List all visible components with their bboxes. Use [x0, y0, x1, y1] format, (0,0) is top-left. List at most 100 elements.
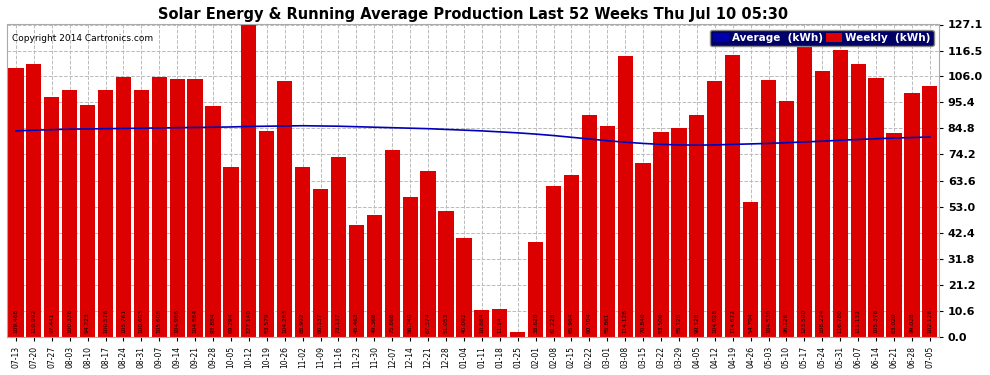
- Bar: [563, 175, 579, 337]
- Bar: [474, 310, 489, 337]
- Bar: [528, 242, 544, 337]
- Text: 111.132: 111.132: [855, 309, 860, 333]
- Bar: [761, 80, 776, 337]
- Bar: [582, 116, 597, 337]
- Text: 127.140: 127.140: [247, 309, 251, 333]
- Text: 109.468: 109.468: [14, 309, 19, 333]
- Bar: [366, 216, 382, 337]
- Text: 65.964: 65.964: [569, 313, 574, 333]
- Legend: Average  (kWh), Weekly  (kWh): Average (kWh), Weekly (kWh): [710, 30, 934, 46]
- Text: 45.463: 45.463: [353, 313, 359, 333]
- Text: 104.263: 104.263: [282, 309, 287, 333]
- Bar: [743, 202, 758, 337]
- Text: 104.530: 104.530: [766, 309, 771, 333]
- Bar: [421, 171, 436, 337]
- Bar: [134, 90, 148, 337]
- Text: 90.128: 90.128: [694, 313, 699, 333]
- Bar: [8, 68, 24, 337]
- Bar: [797, 33, 812, 337]
- Text: 83.506: 83.506: [658, 313, 663, 333]
- Text: 102.128: 102.128: [928, 309, 933, 333]
- Title: Solar Energy & Running Average Production Last 52 Weeks Thu Jul 10 05:30: Solar Energy & Running Average Productio…: [157, 7, 788, 22]
- Bar: [492, 309, 507, 337]
- Bar: [169, 79, 185, 337]
- Text: 114.672: 114.672: [731, 309, 736, 333]
- Bar: [295, 167, 310, 337]
- Bar: [618, 56, 633, 337]
- Text: 105.608: 105.608: [156, 309, 161, 333]
- Text: 67.374: 67.374: [426, 313, 431, 333]
- Bar: [868, 78, 884, 337]
- Text: 94.223: 94.223: [85, 312, 90, 333]
- Bar: [116, 77, 131, 337]
- Bar: [98, 90, 113, 337]
- Text: 93.884: 93.884: [211, 312, 216, 333]
- Bar: [545, 186, 561, 337]
- Bar: [313, 189, 328, 337]
- Text: 108.224: 108.224: [820, 309, 825, 333]
- Text: 104.966: 104.966: [174, 309, 179, 333]
- Text: 105.376: 105.376: [873, 309, 878, 333]
- Bar: [348, 225, 364, 337]
- Text: 116.780: 116.780: [838, 309, 842, 333]
- Bar: [331, 157, 346, 337]
- Bar: [259, 131, 274, 337]
- Text: 69.294: 69.294: [229, 313, 234, 333]
- Bar: [205, 106, 221, 337]
- Bar: [636, 163, 650, 337]
- Text: 104.884: 104.884: [193, 309, 198, 333]
- Bar: [707, 81, 723, 337]
- Text: 10.884: 10.884: [479, 313, 484, 333]
- Bar: [904, 93, 920, 337]
- Text: 70.840: 70.840: [641, 312, 645, 333]
- Text: 105.761: 105.761: [121, 309, 126, 333]
- Text: 90.104: 90.104: [587, 313, 592, 333]
- Text: 68.992: 68.992: [300, 313, 305, 333]
- Bar: [815, 71, 830, 337]
- Bar: [671, 128, 686, 337]
- Text: 97.441: 97.441: [50, 313, 54, 333]
- Text: 83.020: 83.020: [891, 312, 897, 333]
- Text: 83.579: 83.579: [264, 312, 269, 333]
- Bar: [689, 116, 705, 337]
- Bar: [242, 24, 256, 337]
- Bar: [833, 50, 847, 337]
- Text: 96.126: 96.126: [784, 313, 789, 333]
- Text: 99.028: 99.028: [910, 312, 915, 333]
- Text: 73.137: 73.137: [336, 313, 341, 333]
- Bar: [886, 133, 902, 337]
- Bar: [439, 211, 453, 337]
- Text: 40.092: 40.092: [461, 312, 466, 333]
- Bar: [224, 166, 239, 337]
- Text: 104.028: 104.028: [712, 309, 718, 333]
- Text: 85.861: 85.861: [605, 313, 610, 333]
- Bar: [26, 64, 42, 337]
- Bar: [151, 77, 167, 337]
- Text: 100.603: 100.603: [139, 309, 144, 333]
- Text: 60.137: 60.137: [318, 313, 323, 333]
- Text: 51.053: 51.053: [444, 313, 448, 333]
- Text: 38.620: 38.620: [533, 313, 539, 333]
- Bar: [187, 79, 203, 337]
- Text: 100.336: 100.336: [67, 309, 72, 333]
- Bar: [403, 197, 418, 337]
- Text: 54.704: 54.704: [748, 312, 753, 333]
- Text: 49.368: 49.368: [372, 313, 377, 333]
- Bar: [600, 126, 615, 337]
- Bar: [725, 55, 741, 337]
- Bar: [653, 132, 668, 337]
- Bar: [62, 90, 77, 337]
- Bar: [277, 81, 292, 337]
- Text: 56.740: 56.740: [408, 313, 413, 333]
- Text: 114.128: 114.128: [623, 309, 628, 333]
- Text: Copyright 2014 Cartronics.com: Copyright 2014 Cartronics.com: [12, 34, 152, 43]
- Bar: [850, 64, 865, 337]
- Bar: [923, 86, 938, 337]
- Bar: [510, 333, 526, 337]
- Bar: [80, 105, 95, 337]
- Text: 75.868: 75.868: [390, 313, 395, 333]
- Text: 85.120: 85.120: [676, 313, 681, 333]
- Text: 61.228: 61.228: [551, 313, 556, 333]
- Bar: [456, 238, 471, 337]
- Bar: [45, 98, 59, 337]
